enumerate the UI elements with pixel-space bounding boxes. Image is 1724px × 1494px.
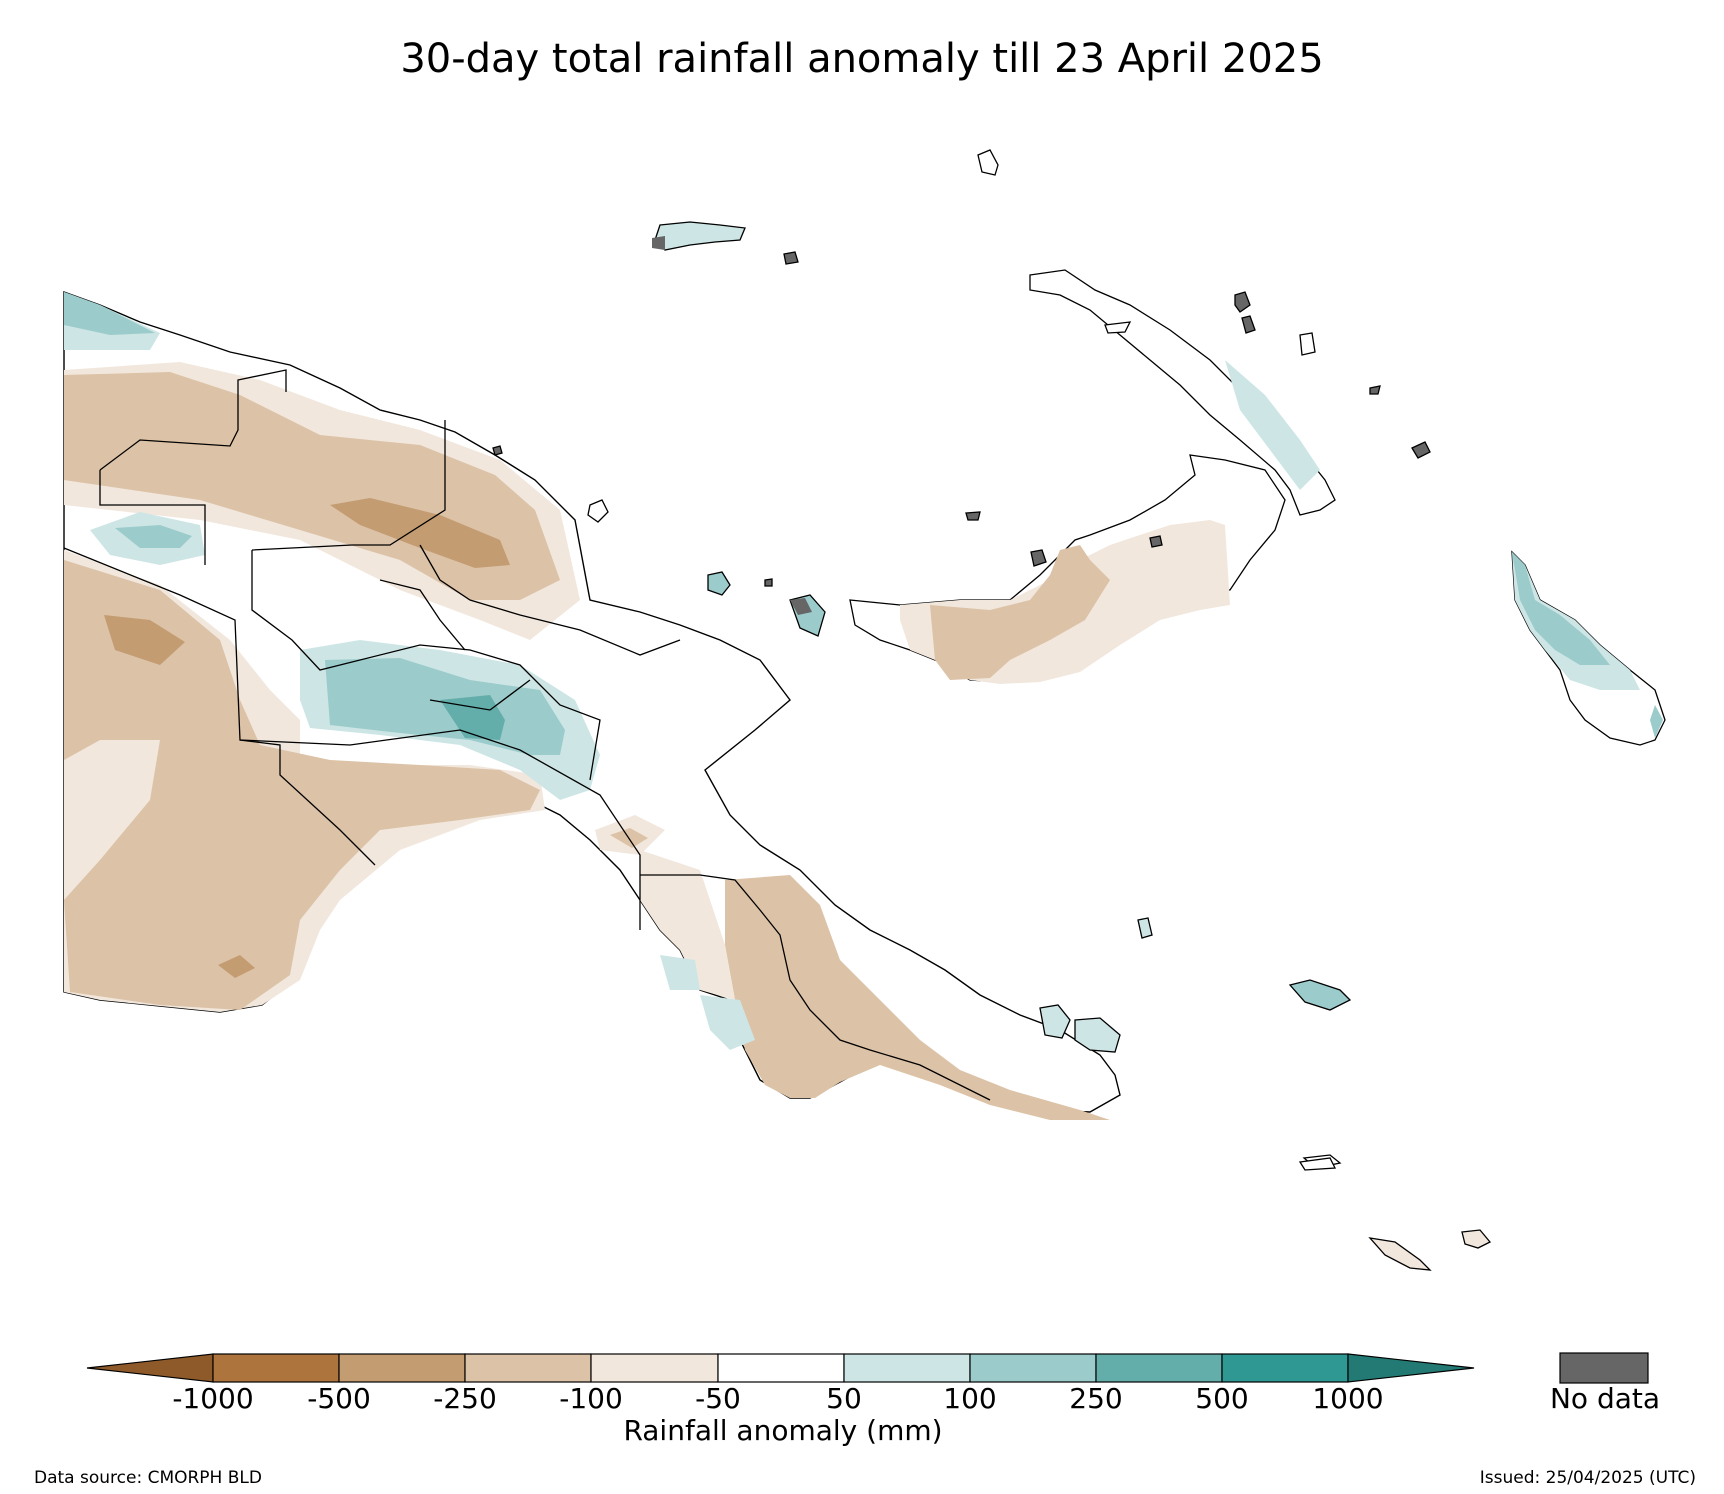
woodlark-island — [1288, 979, 1352, 1011]
small-islet-3 — [1104, 321, 1132, 334]
colorbar — [86, 1352, 1649, 1384]
islands — [492, 149, 1666, 1271]
new-britain-brown — [930, 545, 1110, 680]
anomaly-region-west-teal — [115, 525, 192, 548]
small-island-no-data-7 — [965, 511, 981, 521]
small-island-no-data-4 — [1030, 549, 1047, 567]
small-islet-1 — [977, 149, 999, 176]
province-boundaries — [63, 369, 991, 1101]
mainland — [63, 291, 1121, 1120]
north-coast-island — [587, 499, 609, 523]
anomaly-region-south-darker-brown-1 — [104, 615, 185, 665]
colorbar-tick-label: -1000 — [172, 1382, 254, 1415]
anomaly-region-east-brown — [725, 875, 1110, 1120]
colorbar-tick-label: 500 — [1195, 1382, 1249, 1415]
bougainville-south-teal — [1650, 705, 1663, 738]
colorbar-tick-label: -250 — [433, 1382, 497, 1415]
anomaly-region-north-teal — [64, 292, 155, 335]
small-island-no-data-8 — [764, 578, 773, 587]
colorbar-tick-label: 250 — [1069, 1382, 1123, 1415]
anomaly-region-east-light-teal-1 — [660, 955, 700, 990]
goodenough-island — [1039, 1004, 1071, 1039]
data-source-note: Data source: CMORPH BLD — [34, 1468, 262, 1488]
karkar-island — [707, 571, 731, 596]
colorbar-extend-low — [86, 1353, 214, 1383]
colorbar-bin-5 — [717, 1353, 845, 1383]
issued-date-note: Issued: 25/04/2025 (UTC) — [1479, 1468, 1696, 1488]
colorbar-extend-high — [1347, 1353, 1475, 1383]
manus-east-no-data — [783, 251, 799, 265]
colorbar-bin-9 — [1221, 1353, 1349, 1383]
no-data-label: No data — [1549, 1382, 1661, 1415]
manus-no-data — [652, 236, 665, 250]
rossel-island — [1368, 1237, 1432, 1271]
anomaly-region-south-brown — [64, 560, 540, 1010]
anomaly-region-east-light-teal-2 — [700, 995, 755, 1050]
colorbar-bin-3 — [464, 1353, 592, 1383]
colorbar-bin-4 — [590, 1353, 719, 1383]
small-island-no-data-1 — [1234, 291, 1251, 313]
anomaly-region-sepik-darker-brown — [330, 498, 510, 568]
colorbar-tick-label: 50 — [826, 1382, 862, 1415]
colorbar-tick-label: -50 — [695, 1382, 741, 1415]
small-island-no-data-9 — [1369, 385, 1381, 395]
colorbar-bin-7 — [969, 1353, 1097, 1383]
manus-island-land — [654, 221, 746, 251]
small-island-no-data-5 — [1149, 535, 1163, 548]
colorbar-bin-1 — [212, 1353, 340, 1383]
colorbar-tick-label: 1000 — [1312, 1382, 1384, 1415]
colorbar-tick-label: -100 — [559, 1382, 623, 1415]
bougainville-light-teal — [1512, 552, 1640, 690]
anomaly-region-south-darker-brown-2 — [218, 955, 255, 978]
colorbar-tick-label: -500 — [307, 1382, 371, 1415]
colorbar-bin-8 — [1095, 1353, 1223, 1383]
fergusson-island — [1074, 1017, 1121, 1053]
colorbar-tick-label: 100 — [943, 1382, 997, 1415]
small-islet-4 — [1298, 1157, 1337, 1171]
colorbar-bin-6 — [843, 1353, 971, 1383]
anomaly-region-east-pale-brown — [640, 850, 735, 1000]
small-islet-2 — [1299, 332, 1316, 356]
anomaly-region-highlands-dark-teal — [440, 695, 505, 740]
map-title: 30-day total rainfall anomaly till 23 Ap… — [400, 36, 1324, 82]
small-island-no-data-2 — [1241, 315, 1256, 334]
new-ireland-light-teal — [1225, 360, 1320, 490]
bougainville-teal — [1512, 552, 1610, 665]
small-island-no-data-6 — [492, 445, 503, 456]
colorbar-label: Rainfall anomaly (mm) — [623, 1414, 943, 1447]
new-ireland-land — [1029, 269, 1336, 516]
colorbar-bin-2 — [338, 1353, 466, 1383]
long-island-no-data — [790, 598, 812, 615]
sudest-island — [1461, 1229, 1492, 1249]
small-island-no-data-3 — [1411, 441, 1431, 459]
trobriand-island — [1137, 917, 1153, 939]
no-data-swatch — [1559, 1352, 1649, 1384]
